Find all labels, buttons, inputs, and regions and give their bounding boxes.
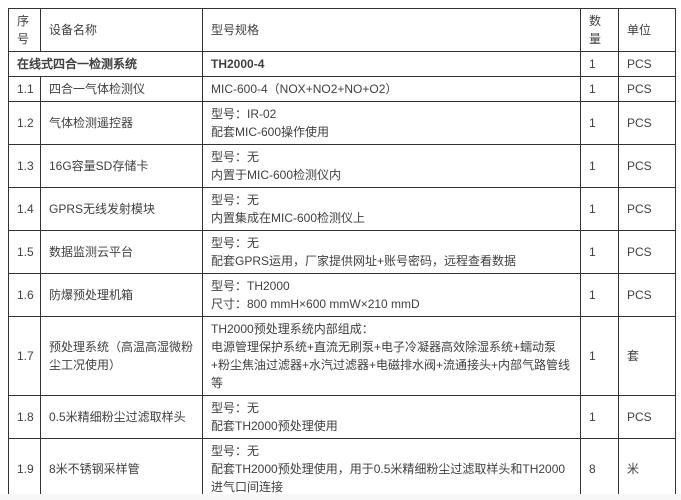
header-qty: 数量 (580, 8, 619, 52)
row-spec: 型号：无 配套GPRS运用，厂家提供网址+账号密码，远程查看数据 (202, 230, 581, 274)
row-spec: 型号：无 内置集成在MIC-600检测仪上 (202, 187, 581, 231)
row-unit: 米 (618, 438, 676, 500)
table-row: 1.1 四合一气体检测仪 MIC-600-4（NOX+NO2+NO+O2） 1 … (8, 76, 676, 102)
spec-line: 型号：IR-02 (211, 107, 277, 121)
row-no: 1.8 (8, 395, 41, 439)
row-no: 1.6 (8, 273, 41, 317)
spec-line: 型号：无 (211, 444, 260, 458)
spec-line: 内置于MIC-600检测仪内 (211, 168, 342, 182)
group-spec: TH2000-4 (202, 51, 581, 77)
row-name: 预处理系统（高温高湿微粉尘工况使用） (40, 316, 203, 396)
row-spec: 型号：无 配套TH2000预处理使用，用于0.5米精细粉尘过滤取样头和TH200… (202, 438, 581, 500)
row-unit: PCS (618, 395, 676, 439)
row-unit: PCS (618, 273, 676, 317)
spec-line: TH2000预处理系统内部组成： (211, 322, 374, 336)
row-spec: 型号：IR-02 配套MIC-600操作使用 (202, 101, 581, 145)
row-spec: TH2000预处理系统内部组成： 电源管理保护系统+直流无刷泵+电子冷凝器高效除… (202, 316, 581, 396)
row-unit: PCS (618, 144, 676, 188)
row-unit: PCS (618, 101, 676, 145)
spec-line: MIC-600-4（NOX+NO2+NO+O2） (211, 82, 398, 96)
table-row: 1.9 8米不锈钢采样管 型号：无 配套TH2000预处理使用，用于0.5米精细… (8, 438, 676, 500)
row-unit: PCS (618, 230, 676, 274)
row-qty: 1 (580, 273, 619, 317)
row-qty: 1 (580, 76, 619, 102)
row-no: 1.3 (8, 144, 41, 188)
row-name: 8米不锈钢采样管 (40, 438, 203, 500)
row-qty: 1 (580, 316, 619, 396)
header-spec: 型号规格 (202, 8, 581, 52)
group-qty: 1 (580, 51, 619, 77)
spec-line: 内置集成在MIC-600检测仪上 (211, 211, 366, 225)
spec-line: 型号：无 (211, 150, 260, 164)
row-qty: 1 (580, 395, 619, 439)
table-row: 1.6 防爆预处理机箱 型号：TH2000 尺寸：800 mmH×600 mmW… (8, 273, 676, 317)
row-name: 0.5米精细粉尘过滤取样头 (40, 395, 203, 439)
row-no: 1.7 (8, 316, 41, 396)
row-no: 1.2 (8, 101, 41, 145)
row-qty: 1 (580, 187, 619, 231)
spec-line: 配套GPRS运用，厂家提供网址+账号密码，远程查看数据 (211, 254, 517, 268)
row-qty: 1 (580, 230, 619, 274)
group-name: 在线式四合一检测系统 (8, 51, 203, 77)
row-name: GPRS无线发射模块 (40, 187, 203, 231)
row-unit: PCS (618, 76, 676, 102)
row-name: 气体检测遥控器 (40, 101, 203, 145)
row-unit: 套 (618, 316, 676, 396)
spec-line: 型号：无 (211, 236, 260, 250)
row-spec: 型号：无 内置于MIC-600检测仪内 (202, 144, 581, 188)
row-name: 16G容量SD存储卡 (40, 144, 203, 188)
table-row: 1.2 气体检测遥控器 型号：IR-02 配套MIC-600操作使用 1 PCS (8, 101, 676, 145)
header-unit: 单位 (618, 8, 676, 52)
row-no: 1.9 (8, 438, 41, 500)
spec-line: 型号：TH2000 (211, 279, 290, 293)
row-unit: PCS (618, 187, 676, 231)
spec-line: 配套MIC-600操作使用 (211, 125, 330, 139)
row-name: 防爆预处理机箱 (40, 273, 203, 317)
row-no: 1.5 (8, 230, 41, 274)
spec-line: 尺寸：800 mmH×600 mmW×210 mmD (211, 297, 420, 311)
row-qty: 1 (580, 101, 619, 145)
table-row: 1.3 16G容量SD存储卡 型号：无 内置于MIC-600检测仪内 1 PCS (8, 144, 676, 188)
row-spec: MIC-600-4（NOX+NO2+NO+O2） (202, 76, 581, 102)
table-row: 1.8 0.5米精细粉尘过滤取样头 型号：无 配套TH2000预处理使用 1 P… (8, 395, 676, 439)
spec-line: 配套TH2000预处理使用，用于0.5米精细粉尘过滤取样头和TH2000进气口间… (211, 462, 566, 494)
group-row: 在线式四合一检测系统 TH2000-4 1 PCS (8, 51, 676, 77)
row-no: 1.1 (8, 76, 41, 102)
table-row: 1.5 数据监测云平台 型号：无 配套GPRS运用，厂家提供网址+账号密码，远程… (8, 230, 676, 274)
equipment-table: 序号 设备名称 型号规格 数量 单位 在线式四合一检测系统 TH2000-4 1… (8, 8, 676, 500)
table-row: 1.4 GPRS无线发射模块 型号：无 内置集成在MIC-600检测仪上 1 P… (8, 187, 676, 231)
spec-line: 配套TH2000预处理使用 (211, 419, 338, 433)
spec-line: 电源管理保护系统+直流无刷泵+电子冷凝器高效除湿系统+蠕动泵+粉尘焦油过滤器+水… (211, 340, 571, 390)
header-name: 设备名称 (40, 8, 203, 52)
row-qty: 1 (580, 144, 619, 188)
row-name: 四合一气体检测仪 (40, 76, 203, 102)
row-qty: 8 (580, 438, 619, 500)
group-unit: PCS (618, 51, 676, 77)
page-bottom-strip (0, 494, 681, 500)
row-spec: 型号：TH2000 尺寸：800 mmH×600 mmW×210 mmD (202, 273, 581, 317)
header-row: 序号 设备名称 型号规格 数量 单位 (8, 8, 676, 52)
row-no: 1.4 (8, 187, 41, 231)
spec-line: 型号：无 (211, 401, 260, 415)
header-no: 序号 (8, 8, 41, 52)
row-name: 数据监测云平台 (40, 230, 203, 274)
spec-line: 型号：无 (211, 193, 260, 207)
row-spec: 型号：无 配套TH2000预处理使用 (202, 395, 581, 439)
table-row: 1.7 预处理系统（高温高湿微粉尘工况使用） TH2000预处理系统内部组成： … (8, 316, 676, 396)
